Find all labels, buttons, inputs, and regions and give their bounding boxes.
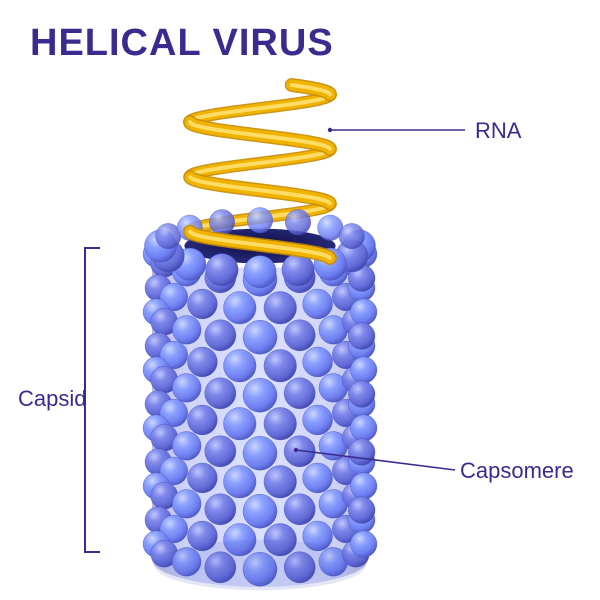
rna-label: RNA [475, 118, 521, 144]
capsid-bracket [85, 248, 99, 552]
virus-diagram [0, 0, 600, 600]
capsid-label: Capsid [18, 386, 86, 412]
capsomere-label: Capsomere [460, 458, 574, 484]
capsid-cylinder [143, 207, 377, 590]
